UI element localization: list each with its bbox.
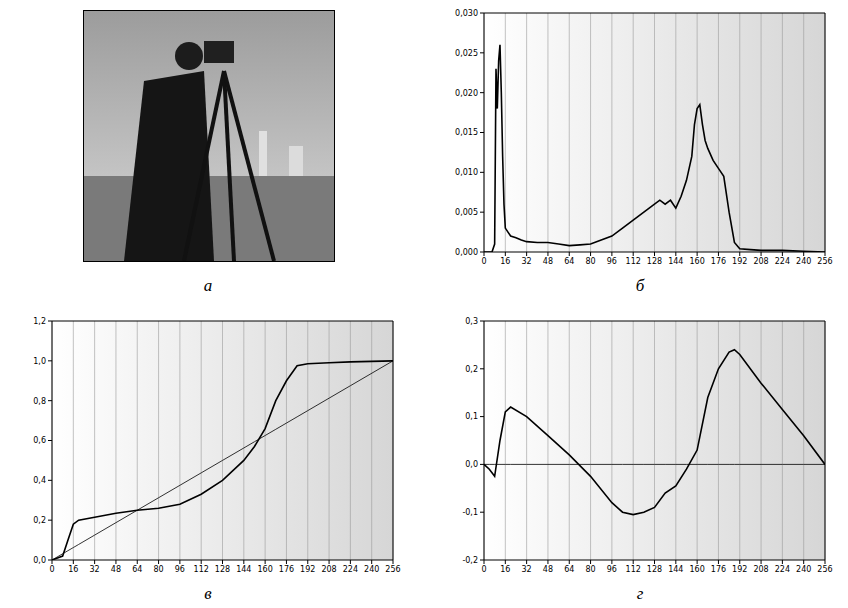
svg-text:144: 144	[668, 565, 683, 574]
svg-text:-0,2: -0,2	[462, 556, 478, 565]
svg-text:224: 224	[775, 257, 790, 266]
svg-text:0,2: 0,2	[465, 365, 478, 374]
svg-text:0,000: 0,000	[455, 248, 478, 257]
svg-text:208: 208	[753, 257, 768, 266]
html-text:б: б	[635, 276, 645, 295]
svg-text:256: 256	[385, 565, 400, 574]
svg-text:144: 144	[668, 257, 683, 266]
svg-text:0,020: 0,020	[455, 89, 478, 98]
svg-text:0,1: 0,1	[465, 412, 478, 421]
svg-text:80: 80	[585, 565, 595, 574]
svg-text:240: 240	[364, 565, 379, 574]
html-text:г: г	[636, 584, 644, 603]
svg-text:224: 224	[343, 565, 358, 574]
svg-text:0: 0	[49, 565, 54, 574]
svg-text:112: 112	[626, 257, 641, 266]
svg-text:0,8: 0,8	[33, 397, 46, 406]
svg-text:48: 48	[543, 257, 553, 266]
svg-text:16: 16	[500, 565, 510, 574]
svg-text:96: 96	[607, 565, 617, 574]
svg-text:176: 176	[711, 565, 726, 574]
svg-text:0,025: 0,025	[455, 49, 478, 58]
svg-text:224: 224	[775, 565, 790, 574]
svg-text:80: 80	[153, 565, 163, 574]
svg-text:192: 192	[732, 257, 747, 266]
svg-text:176: 176	[279, 565, 294, 574]
svg-text:112: 112	[194, 565, 209, 574]
svg-text:0,0: 0,0	[465, 460, 478, 469]
svg-text:0,015: 0,015	[455, 128, 478, 137]
svg-text:64: 64	[564, 257, 574, 266]
svg-text:16: 16	[68, 565, 78, 574]
html-text:а: а	[203, 276, 213, 295]
svg-text:192: 192	[732, 565, 747, 574]
svg-text:-0,1: -0,1	[462, 508, 478, 517]
svg-text:160: 160	[257, 565, 272, 574]
svg-text:128: 128	[647, 565, 662, 574]
svg-text:0: 0	[481, 257, 486, 266]
svg-text:192: 192	[300, 565, 315, 574]
svg-text:0,030: 0,030	[455, 9, 478, 18]
svg-text:0,3: 0,3	[465, 317, 478, 326]
svg-text:256: 256	[817, 565, 832, 574]
svg-text:128: 128	[215, 565, 230, 574]
svg-text:16: 16	[500, 257, 510, 266]
svg-text:80: 80	[585, 257, 595, 266]
svg-text:256: 256	[817, 257, 832, 266]
svg-text:64: 64	[564, 565, 574, 574]
svg-text:112: 112	[626, 565, 641, 574]
svg-text:96: 96	[607, 257, 617, 266]
svg-text:208: 208	[753, 565, 768, 574]
svg-text:176: 176	[711, 257, 726, 266]
svg-text:32: 32	[90, 565, 100, 574]
svg-text:160: 160	[689, 257, 704, 266]
svg-text:240: 240	[796, 257, 811, 266]
svg-text:160: 160	[689, 565, 704, 574]
svg-text:1,2: 1,2	[33, 317, 46, 326]
svg-text:128: 128	[647, 257, 662, 266]
svg-text:32: 32	[522, 257, 532, 266]
svg-text:48: 48	[111, 565, 121, 574]
svg-text:0,4: 0,4	[33, 476, 46, 485]
svg-text:64: 64	[132, 565, 142, 574]
svg-text:0: 0	[481, 565, 486, 574]
svg-text:1,0: 1,0	[33, 357, 46, 366]
svg-text:0,010: 0,010	[455, 168, 478, 177]
svg-text:96: 96	[175, 565, 185, 574]
svg-text:0,0: 0,0	[33, 556, 46, 565]
svg-text:0,2: 0,2	[33, 516, 46, 525]
svg-text:32: 32	[522, 565, 532, 574]
svg-text:240: 240	[796, 565, 811, 574]
svg-text:48: 48	[543, 565, 553, 574]
svg-text:144: 144	[236, 565, 251, 574]
svg-text:0,005: 0,005	[455, 208, 478, 217]
svg-text:208: 208	[321, 565, 336, 574]
svg-text:0,6: 0,6	[33, 436, 46, 445]
html-text:в: в	[204, 584, 212, 603]
